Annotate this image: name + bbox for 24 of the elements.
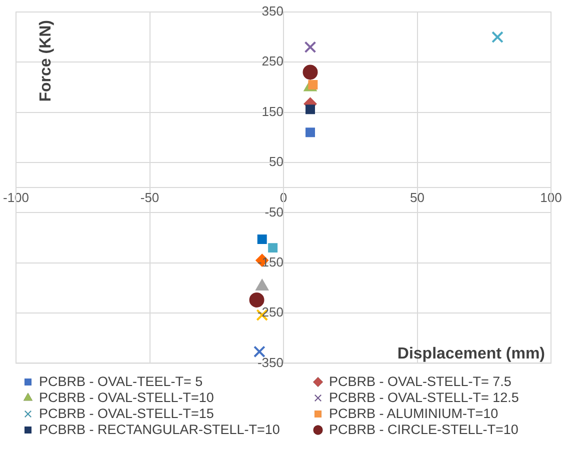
legend-label: PCBRB - OVAL-STELL-T= 7.5 (329, 374, 512, 389)
y-tick-label: -50 (264, 204, 284, 220)
legend-label: PCBRB - OVAL-STELL-T=10 (39, 390, 214, 405)
y-tick-label: 250 (262, 54, 284, 69)
legend-label: PCBRB - OVAL-STELL-T=15 (39, 406, 214, 421)
legend-label: PCBRB - OVAL-STELL-T= 12.5 (329, 390, 519, 405)
y-tick-label: 150 (262, 104, 284, 119)
point (249, 292, 264, 308)
point (306, 104, 315, 114)
y-tick-label: 50 (269, 154, 284, 170)
y-tick-label: -350 (257, 354, 284, 370)
legend-label: PCBRB - CIRCLE-STELL-T=10 (329, 422, 518, 437)
y-tick-label: 350 (262, 4, 284, 19)
legend-label: PCBRB - ALUMINIUM-T=10 (329, 406, 498, 421)
point (257, 234, 267, 244)
point (304, 41, 316, 54)
point (302, 64, 318, 80)
y-axis-title: Force (KN) (37, 20, 54, 102)
x-tick-label: 50 (410, 190, 424, 205)
legend-label: PCBRB - RECTANGULAR-STELL-T=10 (39, 422, 280, 437)
x-tick-label: 100 (540, 190, 562, 205)
x-tick-label: -50 (140, 190, 160, 205)
x-axis-title: Displacement (mm) (397, 346, 545, 363)
legend-label: PCBRB - OVAL-TEEL-T= 5 (39, 374, 203, 389)
